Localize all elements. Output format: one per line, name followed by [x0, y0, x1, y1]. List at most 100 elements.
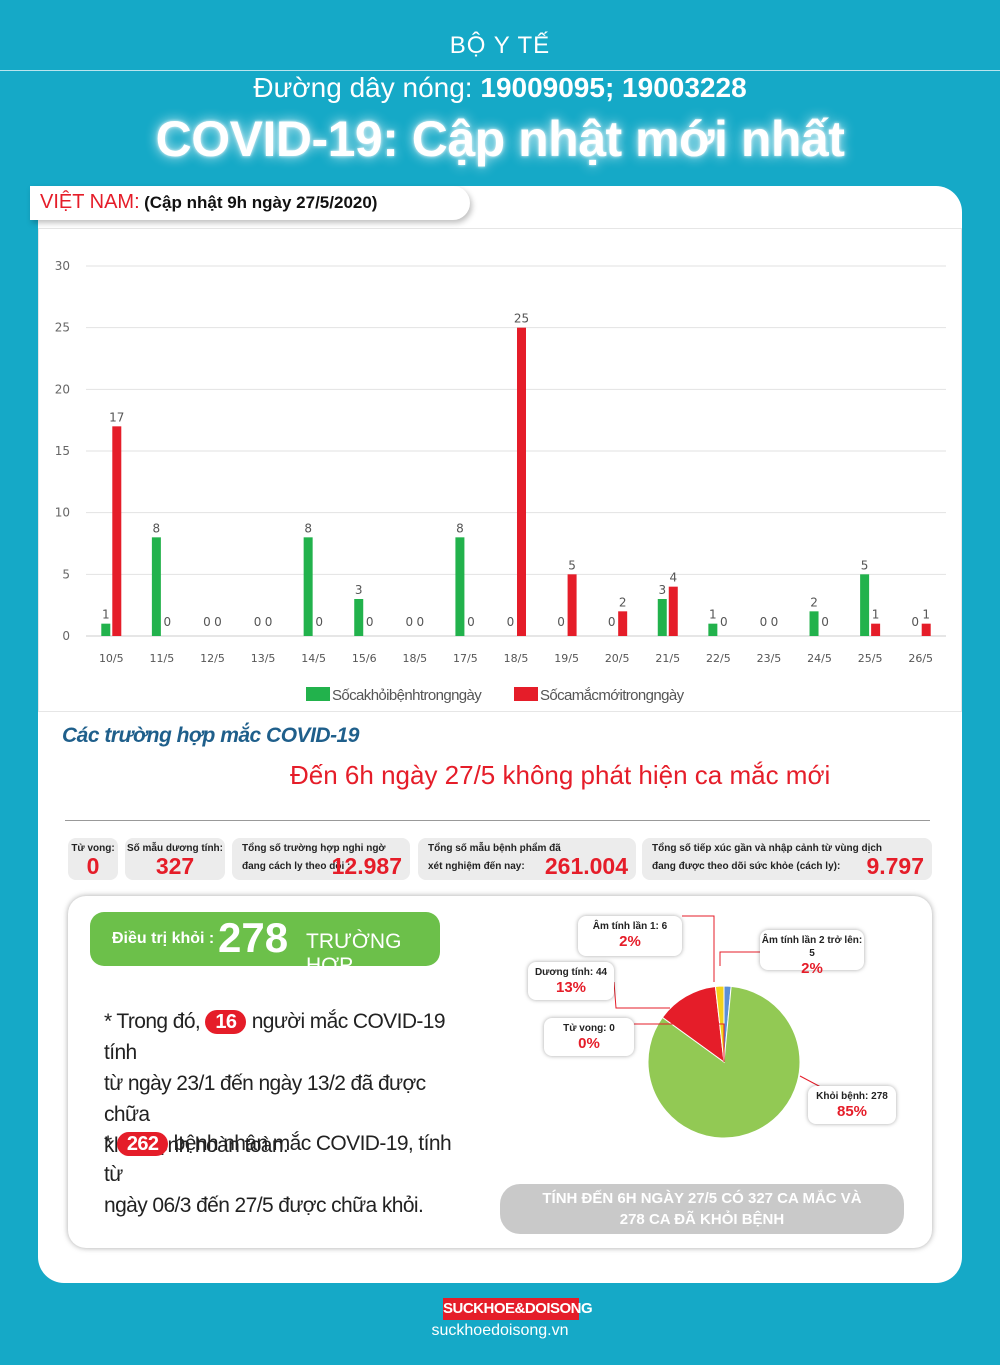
chart-panel: 0 5 10 15 20 25 30 10/5 1 17 11/5 8 0 12/5 0 0 13/5 0 0 14/…	[38, 228, 962, 712]
stat-tested: Tổng số mẫu bệnh phẩm đã xét nghiệm đến n…	[418, 838, 636, 880]
x-tick-label: 14/5	[301, 652, 326, 665]
data-label: 3	[658, 583, 666, 597]
bar-new-cases	[668, 586, 678, 636]
y-tick-label: 10	[55, 506, 70, 520]
vietnam-label: VIỆT NAM:	[40, 191, 140, 213]
recovered-unit: TRƯỜNG HỢP	[306, 930, 402, 977]
ministry-name: BỘ Y TẾ	[449, 32, 551, 59]
data-label: 0	[760, 615, 768, 629]
section-title: Các trường hợp mắc COVID-19	[62, 724, 359, 747]
data-label: 2	[619, 595, 627, 609]
x-tick-label: 21/5	[655, 652, 680, 665]
bar-recovered	[455, 537, 465, 636]
stat-label: Tổng số mẫu bệnh phẩm đã xét nghiệm đến n…	[428, 843, 561, 872]
stat-label: Tử vong:	[71, 843, 115, 854]
bar-new-cases	[921, 623, 931, 636]
data-label: 8	[153, 521, 161, 535]
recovery-note-2: * 262 bệnh nhân mắc COVID-19, tính từ ng…	[104, 1132, 452, 1217]
pie-label-negative-2: Âm tính lần 2 trở lên: 5 2%	[760, 930, 864, 977]
bar-new-cases	[517, 327, 526, 636]
x-tick-label: 15/6	[352, 652, 377, 665]
x-tick-label: 19/5	[554, 652, 579, 665]
data-label: 17	[109, 410, 124, 424]
y-tick-label: 5	[62, 567, 70, 581]
bar-recovered	[809, 611, 819, 636]
data-label: 1	[922, 608, 930, 622]
legend-swatch	[514, 687, 538, 701]
x-tick-label: 11/5	[150, 652, 175, 665]
data-label: 0	[315, 615, 323, 629]
legend-label: Sốcamắcmớitrongngày	[540, 687, 685, 704]
stat-label: Tổng số trường hợp nghi ngờ đang cách ly …	[242, 843, 386, 872]
section-divider	[65, 820, 930, 821]
pie-leader-line	[613, 981, 670, 1009]
stat-deaths: Tử vong: 0	[68, 838, 118, 880]
bar-new-cases	[112, 426, 122, 636]
pie-label-recovered: Khỏi bệnh: 278 85%	[808, 1086, 896, 1124]
hotline-numbers: 19009095; 19003228	[480, 72, 747, 103]
recovered-label: Điều trị khỏi :	[112, 930, 215, 947]
stat-value: 327	[155, 853, 195, 879]
recovered-number: 278	[218, 914, 289, 961]
bar-recovered	[303, 537, 313, 636]
data-label: 0	[720, 615, 728, 629]
bar-recovered	[151, 537, 161, 636]
x-tick-label: 17/5	[453, 652, 478, 665]
data-label: 1	[102, 608, 110, 622]
stat-label: Tổng số tiếp xúc gần và nhập cảnh từ vùn…	[652, 843, 883, 872]
pie-label-negative-1: Âm tính lần 1: 6 2%	[578, 916, 682, 956]
data-label: 0	[214, 615, 222, 629]
data-label: 0	[467, 615, 475, 629]
bar-new-cases	[567, 574, 577, 636]
y-tick-label: 25	[55, 321, 70, 335]
x-tick-label: 18/5	[402, 652, 427, 665]
badge-16: 16	[205, 1010, 247, 1034]
stat-value: 0	[86, 853, 100, 879]
badge-262: 262	[116, 1132, 169, 1156]
data-label: 8	[304, 521, 312, 535]
data-label: 4	[669, 571, 677, 585]
stat-label: Số mẫu dương tính:	[126, 843, 223, 854]
bar-recovered	[860, 574, 870, 636]
brand-logo: SUCKHOE&DOISONG	[443, 1298, 593, 1320]
data-label: 0	[417, 615, 425, 629]
data-label: 25	[514, 312, 529, 326]
data-label: 8	[456, 521, 464, 535]
x-tick-label: 10/5	[99, 652, 124, 665]
pie-chart	[613, 915, 863, 1139]
legend-label: Sốcakhỏibệnhtrongngày	[332, 687, 482, 704]
x-tick-label: 26/5	[908, 652, 933, 665]
recovered-pill: Điều trị khỏi : 278 TRƯỜNG HỢP	[90, 912, 440, 977]
data-label: 3	[355, 583, 363, 597]
section-subtitle: Đến 6h ngày 27/5 không phát hiện ca mắc …	[290, 760, 831, 790]
vietnam-tag: VIỆT NAM: (Cập nhật 9h ngày 27/5/2020)	[30, 186, 470, 220]
update-time: (Cập nhật 9h ngày 27/5/2020)	[144, 193, 378, 212]
header-divider	[0, 70, 1000, 71]
x-tick-label: 24/5	[807, 652, 832, 665]
data-label: 2	[810, 595, 818, 609]
data-label: 1	[709, 608, 717, 622]
bar-new-cases	[871, 623, 881, 636]
site-url[interactable]: suckhoedoisong.vn	[431, 1322, 569, 1339]
hotline-label: Đường dây nóng:	[253, 72, 481, 103]
hotline: Đường dây nóng: 19009095; 19003228	[0, 72, 1000, 104]
data-label: 0	[771, 615, 779, 629]
data-label: 5	[861, 558, 869, 572]
data-label: 0	[406, 615, 414, 629]
pie-leader-line	[634, 1023, 725, 1062]
bar-recovered	[101, 623, 111, 636]
y-tick-label: 0	[62, 629, 70, 643]
pie-label-positive: Dương tính: 44 13%	[528, 962, 614, 1000]
stat-contacts: Tổng số tiếp xúc gần và nhập cảnh từ vùn…	[642, 838, 932, 880]
stat-positive: Số mẫu dương tính: 327	[125, 838, 225, 880]
data-label: 0	[557, 615, 565, 629]
data-label: 0	[507, 615, 515, 629]
stat-value: 12.987	[331, 853, 402, 879]
y-tick-label: 30	[55, 259, 70, 273]
pie-leader-line	[682, 915, 715, 982]
data-label: 1	[872, 608, 880, 622]
data-label: 0	[164, 615, 172, 629]
summary-box: TÍNH ĐẾN 6H NGÀY 27/5 CÓ 327 CA MẮC VÀ 2…	[500, 1184, 904, 1234]
x-tick-label: 12/5	[200, 652, 225, 665]
